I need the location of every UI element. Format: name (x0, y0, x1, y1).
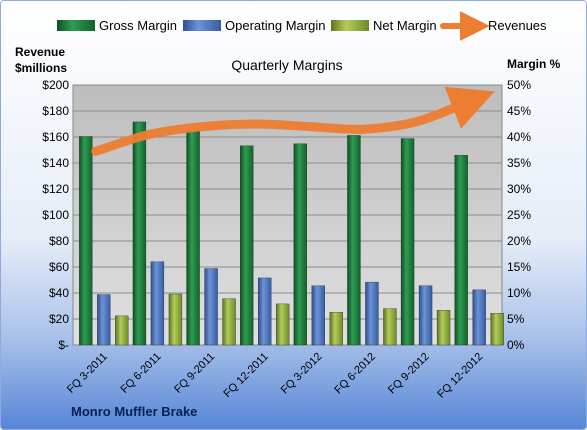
left-axis-ticks: $- $20 $40 $60 $80 $100 $120 $140 $160 $180 $200 (42, 78, 69, 352)
right-tick-label: 35% (507, 156, 531, 170)
right-tick-label: 45% (507, 104, 531, 118)
company-name: Monro Muffler Brake (71, 404, 197, 419)
revenue-line-group (91, 86, 495, 156)
left-tick-label: $160 (42, 130, 69, 144)
left-tick-label: $60 (49, 260, 69, 274)
left-tick-label: $100 (42, 208, 69, 222)
net-margin-bar (490, 313, 504, 346)
gross-margin-bar (293, 143, 307, 346)
legend-swatch-operating-margin (183, 20, 221, 31)
right-tick-label: 50% (507, 78, 531, 92)
operating-margin-bar (418, 285, 433, 346)
left-tick-label: $120 (42, 182, 69, 196)
right-tick-label: 10% (507, 286, 531, 300)
left-axis-title-line1: Revenue (15, 45, 65, 59)
right-tick-label: 25% (507, 208, 531, 222)
left-tick-label: $140 (42, 156, 69, 170)
operating-margin-bar (204, 268, 218, 346)
legend-swatch-gross-margin (57, 20, 95, 31)
right-axis-title: Margin % (507, 57, 561, 71)
net-margin-bar (168, 293, 183, 346)
right-axis-ticks: 0% 5% 10% 15% 20% 25% 30% 35% 40% 45% 50% (507, 78, 531, 352)
chart-title: Quarterly Margins (231, 57, 342, 73)
net-margin-bar (329, 312, 343, 346)
legend-label-net-margin: Net Margin (373, 18, 437, 33)
right-tick-label: 30% (507, 182, 531, 196)
right-tick-label: 20% (507, 234, 531, 248)
left-tick-label: $- (58, 338, 69, 352)
left-tick-label: $200 (42, 78, 69, 92)
left-tick-label: $20 (49, 312, 69, 326)
gross-margin-bar (454, 155, 468, 346)
revenue-line (91, 86, 495, 156)
right-tick-label: 5% (507, 312, 525, 326)
legend-label-operating-margin: Operating Margin (225, 18, 325, 33)
operating-margin-bar (311, 285, 325, 346)
gross-margin-bar (79, 136, 93, 346)
gross-margin-bar (132, 121, 147, 346)
net-margin-bar (222, 298, 236, 346)
gross-margin-bar (240, 145, 254, 346)
gross-margin-bar (186, 130, 200, 346)
legend-swatch-net-margin (331, 20, 369, 31)
bars (79, 121, 504, 346)
net-margin-bar (436, 310, 451, 346)
operating-margin-bar (258, 277, 272, 346)
left-tick-label: $180 (42, 104, 69, 118)
net-margin-bar (115, 315, 129, 346)
operating-margin-bar (365, 281, 379, 346)
legend: Gross Margin Operating Margin Net Margin… (57, 11, 547, 41)
left-tick-label: $40 (49, 286, 69, 300)
gross-margin-bar (347, 135, 361, 346)
operating-margin-bar (472, 289, 486, 346)
operating-margin-bar (97, 294, 111, 346)
legend-label-revenues: Revenues (488, 18, 547, 33)
right-tick-label: 0% (507, 338, 525, 352)
net-margin-bar (276, 303, 290, 346)
left-tick-label: $80 (49, 234, 69, 248)
right-tick-label: 15% (507, 260, 531, 274)
legend-label-gross-margin: Gross Margin (99, 18, 177, 33)
right-tick-label: 40% (507, 130, 531, 144)
net-margin-bar (383, 308, 397, 346)
gross-margin-bar (400, 138, 415, 346)
operating-margin-bar (150, 261, 165, 346)
left-axis-title-line2: $millions (15, 61, 67, 75)
